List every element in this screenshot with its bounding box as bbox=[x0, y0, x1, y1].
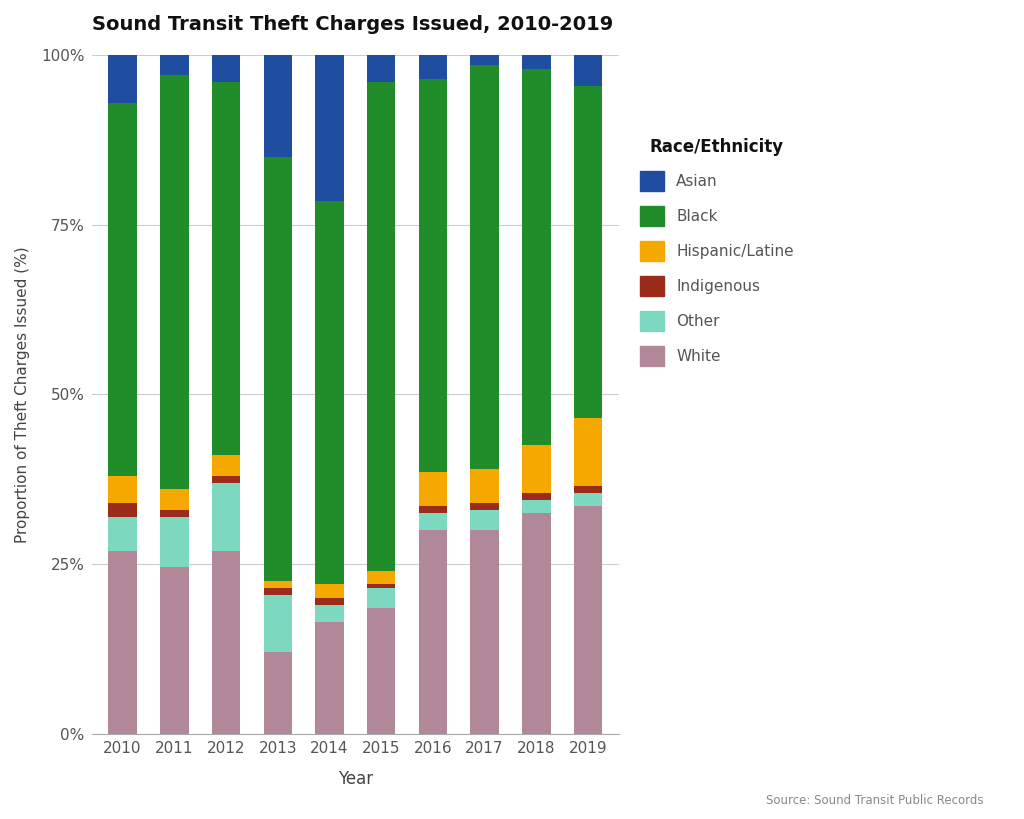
Text: Source: Sound Transit Public Records: Source: Sound Transit Public Records bbox=[766, 794, 983, 807]
Bar bbox=[470, 530, 499, 734]
Bar bbox=[109, 102, 137, 476]
Bar bbox=[212, 476, 241, 482]
Bar bbox=[419, 473, 447, 506]
Bar bbox=[263, 55, 292, 156]
Bar bbox=[315, 585, 344, 598]
Bar bbox=[160, 490, 188, 509]
Bar bbox=[109, 503, 137, 517]
Bar bbox=[160, 517, 188, 568]
Bar bbox=[263, 581, 292, 588]
Bar bbox=[263, 588, 292, 595]
Bar bbox=[573, 493, 602, 506]
Bar bbox=[160, 509, 188, 517]
Bar bbox=[419, 55, 447, 79]
Bar bbox=[109, 517, 137, 550]
Bar bbox=[367, 585, 395, 588]
Bar bbox=[212, 55, 241, 82]
Bar bbox=[367, 609, 395, 734]
Bar bbox=[573, 55, 602, 85]
Bar bbox=[315, 598, 344, 604]
Bar bbox=[573, 85, 602, 419]
Bar bbox=[263, 652, 292, 734]
Bar bbox=[263, 595, 292, 652]
Bar bbox=[367, 82, 395, 571]
Bar bbox=[315, 201, 344, 585]
Bar bbox=[160, 55, 188, 75]
Bar bbox=[573, 486, 602, 493]
Bar bbox=[522, 446, 551, 493]
Legend: Asian, Black, Hispanic/Latine, Indigenous, Other, White: Asian, Black, Hispanic/Latine, Indigenou… bbox=[632, 130, 802, 373]
Bar bbox=[367, 55, 395, 82]
Bar bbox=[522, 55, 551, 69]
X-axis label: Year: Year bbox=[338, 770, 373, 788]
Bar bbox=[315, 55, 344, 201]
Bar bbox=[212, 82, 241, 455]
Bar bbox=[419, 506, 447, 514]
Bar bbox=[160, 568, 188, 734]
Bar bbox=[367, 571, 395, 585]
Bar bbox=[109, 550, 137, 734]
Bar bbox=[419, 530, 447, 734]
Bar bbox=[109, 55, 137, 102]
Bar bbox=[212, 455, 241, 476]
Bar bbox=[522, 493, 551, 500]
Bar bbox=[522, 69, 551, 446]
Bar bbox=[212, 550, 241, 734]
Bar bbox=[573, 419, 602, 486]
Bar bbox=[470, 469, 499, 503]
Bar bbox=[470, 503, 499, 509]
Bar bbox=[263, 156, 292, 581]
Y-axis label: Proportion of Theft Charges Issued (%): Proportion of Theft Charges Issued (%) bbox=[15, 246, 30, 543]
Bar bbox=[315, 604, 344, 622]
Bar bbox=[470, 55, 499, 66]
Bar bbox=[470, 509, 499, 530]
Bar bbox=[315, 622, 344, 734]
Bar bbox=[419, 514, 447, 530]
Bar bbox=[522, 514, 551, 734]
Bar bbox=[160, 75, 188, 490]
Bar bbox=[573, 506, 602, 734]
Text: Sound Transit Theft Charges Issued, 2010-2019: Sound Transit Theft Charges Issued, 2010… bbox=[91, 15, 612, 34]
Bar bbox=[522, 500, 551, 514]
Bar bbox=[109, 476, 137, 503]
Bar bbox=[419, 79, 447, 473]
Bar bbox=[367, 588, 395, 609]
Bar bbox=[470, 66, 499, 469]
Bar bbox=[212, 482, 241, 550]
